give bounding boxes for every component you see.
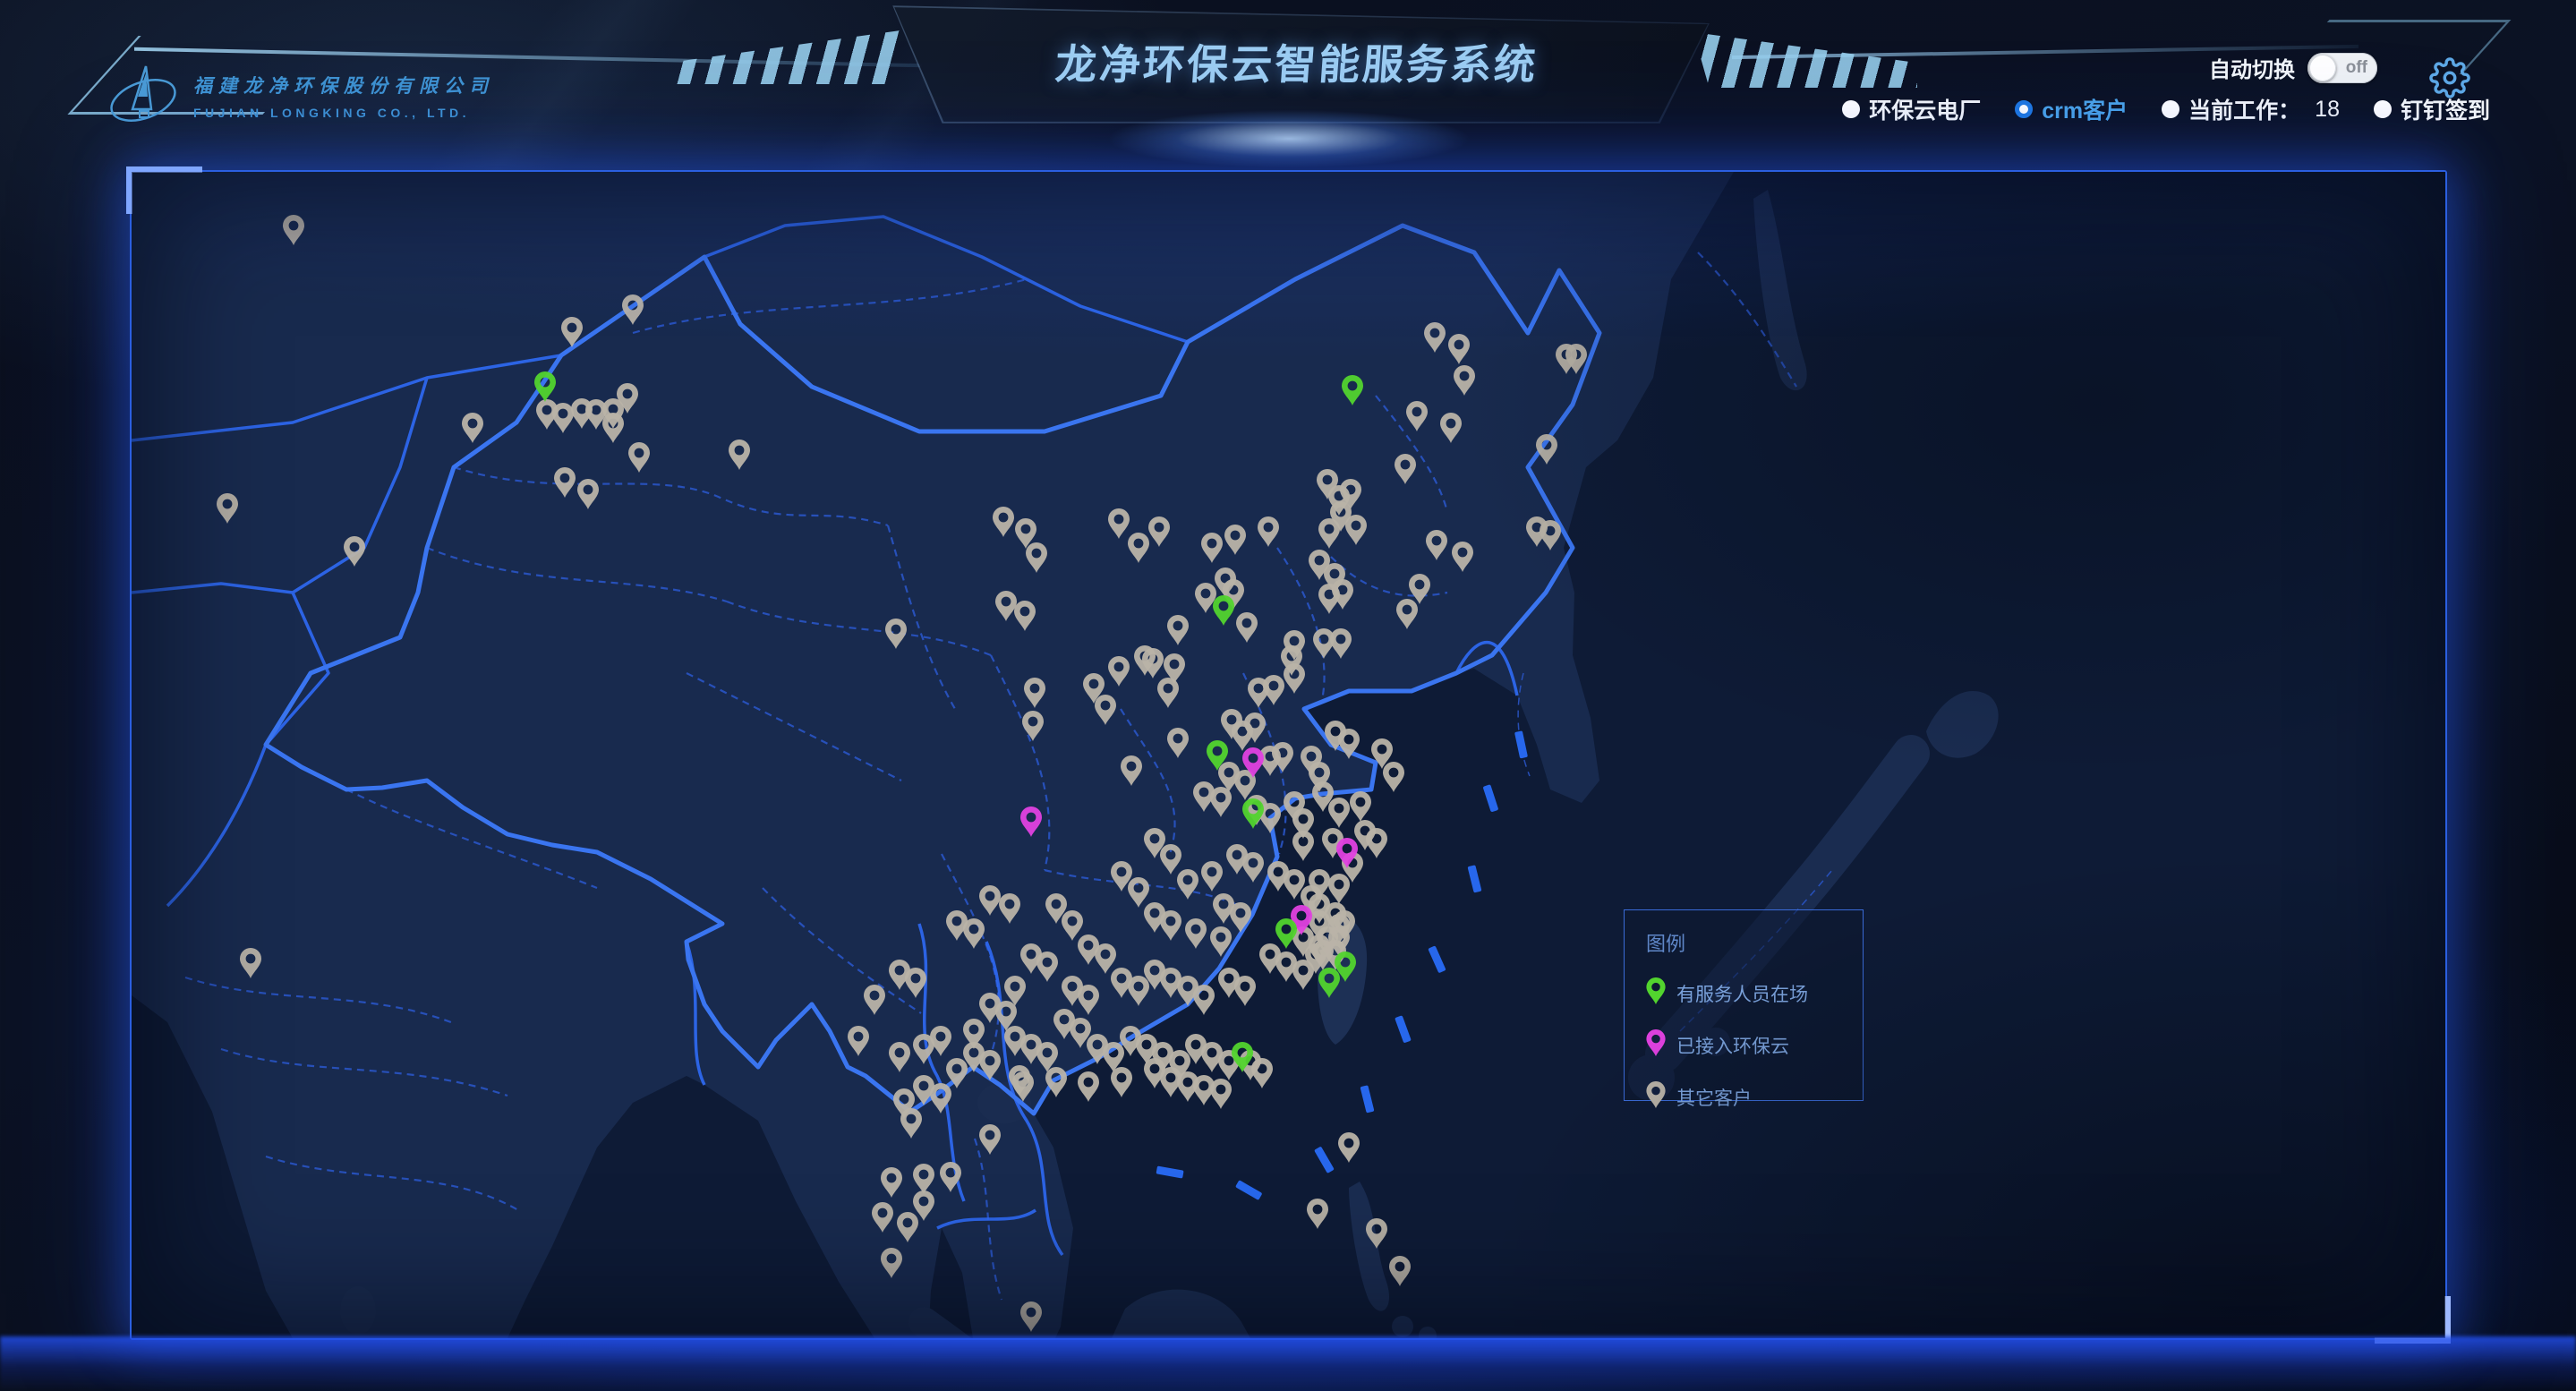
radio-dot[interactable] — [2373, 100, 2392, 118]
toggle-knob[interactable] — [2309, 54, 2336, 81]
current-work-count: 18 — [2315, 96, 2340, 122]
radio-current-work[interactable]: 当前工作： 18 — [2162, 93, 2340, 125]
legend-title: 图例 — [1646, 933, 1686, 955]
radio-crm-customer[interactable]: crm客户 — [2015, 93, 2128, 125]
legend-item-other: 其它客户 — [1646, 1081, 1841, 1113]
radio-dot[interactable] — [2162, 100, 2180, 118]
radio-dingtalk-checkin[interactable]: 钉钉签到 — [2373, 93, 2490, 125]
view-mode-radio-row: 环保云电厂 crm客户 当前工作： 18 钉钉签到 — [1842, 93, 2490, 125]
company-name-en: FUJIAN LONGKING CO., LTD. — [193, 105, 471, 120]
company-name-cn: 福建龙净环保股份有限公司 — [193, 75, 494, 97]
settings-gear-icon[interactable] — [2429, 57, 2470, 98]
auto-switch-row: 自动切换 off — [2209, 52, 2377, 83]
radio-dot[interactable] — [1842, 100, 1861, 118]
legend-item-onsite: 有服务人员在场 — [1646, 977, 1841, 1009]
company-logo: 福建龙净环保股份有限公司 FUJIAN LONGKING CO., LTD. — [106, 55, 494, 135]
radio-dot[interactable] — [2015, 100, 2034, 118]
green-pin-icon — [1646, 977, 1666, 1009]
page-title: 龙净环保云智能服务系统 — [1053, 41, 1540, 88]
map-legend: 图例 有服务人员在场 已接入环保云 其它客户 — [1624, 909, 1864, 1109]
header-hatch-left — [677, 30, 900, 84]
china-map-panel[interactable]: 图例 有服务人员在场 已接入环保云 其它客户 — [126, 166, 2451, 1344]
toggle-state-text: off — [2345, 57, 2367, 77]
auto-switch-toggle[interactable]: off — [2307, 52, 2377, 83]
legend-item-connected: 已接入环保云 — [1646, 1029, 1841, 1061]
auto-switch-label: 自动切换 — [2209, 58, 2295, 82]
magenta-pin-icon — [1646, 1029, 1666, 1061]
panel-bottom-glow — [0, 1336, 2576, 1391]
gray-pin-icon — [1646, 1081, 1666, 1113]
header-hatch-right — [1693, 32, 1917, 88]
map-canvas[interactable] — [132, 172, 2445, 1338]
title-plate: 龙净环保云智能服务系统 — [892, 5, 1710, 124]
radio-env-cloud-plant[interactable]: 环保云电厂 — [1842, 93, 1981, 125]
logo-icon — [106, 55, 181, 135]
